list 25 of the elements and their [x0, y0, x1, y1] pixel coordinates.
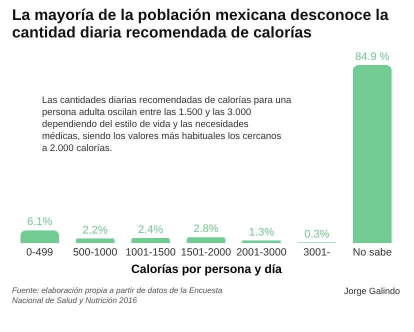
x-axis-title: Calorías por persona y día [131, 262, 282, 276]
data-label: 0.3% [304, 228, 330, 240]
bar [186, 237, 226, 243]
data-label: 84.9 % [355, 51, 390, 63]
bar [20, 230, 60, 243]
x-tick-label: 3001- [303, 246, 331, 258]
text: Jorge Galindo [344, 286, 400, 296]
x-tick-label: 2001-3000 [236, 246, 287, 258]
data-label: 2.2% [82, 224, 108, 236]
source-note: Fuente: elaboración propia a partir de datos de la Encuesta Nacional de Salud y Nutrición 2016 [12, 286, 223, 305]
bar [76, 238, 115, 243]
x-tick-label: 500-1000 [72, 246, 118, 258]
x-tick-label: 1001-1500 [125, 246, 176, 258]
data-label: 2.4% [138, 224, 164, 236]
x-tick-label: No sabe [352, 246, 392, 258]
annotation: Las cantidades diarias recomendadas de calorías para una persona adulta oscilan entre las 1.500 y las 3.000 dependiendo del estilo de vida y las necesidades médicas, siendo los valores más habituales los cercanos a 2.000 calorías. [42, 95, 292, 154]
data-label: 1.3% [248, 226, 274, 238]
data-label: 6.1% [27, 216, 52, 228]
data-label: 2.8% [193, 223, 219, 236]
x-tick-label: 0-499 [26, 246, 54, 258]
chart-title: La mayoría de la población mexicana desconoce la cantidad diaria recomendada de calorías [12, 7, 389, 42]
bar [242, 240, 281, 243]
bar [131, 238, 170, 243]
bar [352, 65, 392, 243]
x-tick-label: 1501-2000 [180, 246, 232, 258]
